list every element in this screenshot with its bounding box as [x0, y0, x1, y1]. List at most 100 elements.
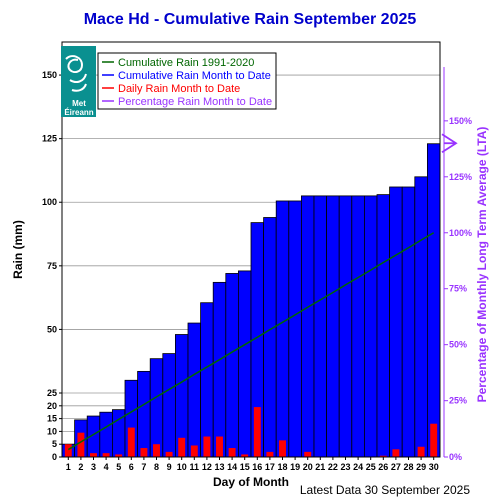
x-tick-label: 20	[303, 462, 313, 472]
y-tick-label: 100	[42, 197, 57, 207]
cumulative-bar	[376, 194, 391, 458]
x-tick-label: 4	[104, 462, 109, 472]
x-tick-label: 18	[277, 462, 287, 472]
cumulative-bar	[200, 302, 214, 458]
legend-entry: Cumulative Rain 1991-2020	[118, 57, 254, 69]
cumulative-bar	[351, 195, 365, 458]
cumulative-bar	[414, 176, 428, 458]
latest-data-footer: Latest Data 30 September 2025	[300, 483, 470, 497]
met-eireann-logo: Met Éireann	[61, 46, 96, 117]
x-tick-label: 24	[353, 462, 363, 472]
x-tick-label: 13	[214, 462, 224, 472]
cumulative-bar	[149, 358, 164, 458]
y-tick-label: 5	[52, 439, 57, 449]
cumulative-bar	[225, 273, 239, 458]
logo-text-line1: Met	[72, 99, 86, 108]
x-tick-label: 5	[116, 462, 121, 472]
y2-tick-label: 100%	[449, 228, 472, 238]
x-axis-ticks: 1 2 3 4 5 6 7 8 9 10 11 12 13 14 15 16 17 18 19 20 21 22 23 24 2…	[66, 457, 439, 472]
daily-bar	[266, 451, 274, 457]
x-tick-label: 22	[328, 462, 338, 472]
lta-line-group	[67, 232, 435, 451]
percentage-marker-group	[441, 133, 458, 153]
x-tick-label: 9	[167, 462, 172, 472]
y-tick-label: 20	[47, 401, 57, 411]
cumulative-bar	[313, 195, 328, 458]
y-tick-label: 150	[42, 70, 57, 80]
y2-axis-ticks: 0% 25% 50% 75% 100% 125% 150%	[443, 67, 472, 462]
daily-bar	[392, 449, 400, 457]
daily-bar	[115, 454, 123, 457]
x-tick-label: 7	[141, 462, 146, 472]
x-tick-label: 8	[154, 462, 159, 472]
daily-bar	[64, 444, 72, 457]
daily-bar	[228, 448, 236, 457]
y-tick-label: 125	[42, 134, 57, 144]
x-tick-label: 17	[265, 462, 275, 472]
x-tick-label: 16	[252, 462, 262, 472]
daily-bar	[90, 453, 97, 457]
y-tick-label: 0	[52, 452, 57, 462]
y2-tick-label: 75%	[449, 284, 467, 294]
logo-text-line2: Éireann	[64, 108, 93, 117]
y-tick-label: 10	[47, 426, 57, 436]
daily-bar	[279, 440, 286, 457]
x-tick-label: 12	[202, 462, 212, 472]
x-tick-label: 25	[366, 462, 376, 472]
cumulative-bar	[237, 270, 252, 458]
y2-tick-label: 150%	[449, 116, 472, 126]
x-tick-label: 6	[129, 462, 134, 472]
y-tick-label: 50	[47, 324, 57, 334]
y2-tick-label: 0%	[449, 452, 462, 462]
y-tick-label: 75	[47, 261, 57, 271]
cumulative-bar	[137, 370, 151, 458]
daily-bars	[64, 407, 438, 457]
daily-bar	[102, 453, 110, 457]
daily-bar	[178, 437, 186, 457]
legend-entry: Cumulative Rain Month to Date	[118, 70, 271, 82]
x-tick-label: 15	[240, 462, 250, 472]
x-tick-label: 10	[177, 462, 187, 472]
y-axis-label: Rain (mm)	[11, 220, 25, 279]
y2-tick-label: 25%	[449, 396, 467, 406]
lta-line	[67, 232, 435, 451]
cumulative-bar	[288, 200, 302, 458]
cumulative-bars	[61, 143, 441, 458]
x-tick-label: 30	[429, 462, 439, 472]
x-tick-label: 26	[378, 462, 388, 472]
cumulative-bar	[263, 217, 277, 458]
cumulative-bar	[363, 195, 378, 458]
x-tick-label: 21	[315, 462, 325, 472]
x-tick-label: 29	[416, 462, 426, 472]
daily-bar	[153, 444, 160, 457]
x-tick-label: 23	[340, 462, 350, 472]
daily-bar	[203, 436, 211, 457]
daily-bar	[190, 445, 198, 457]
x-tick-label: 11	[190, 462, 200, 472]
y-tick-label: 15	[47, 414, 57, 424]
swirl-icon	[65, 55, 87, 92]
daily-bar	[165, 451, 173, 457]
x-tick-label: 1	[66, 462, 71, 472]
legend-entry: Daily Rain Month to Date	[118, 83, 240, 95]
cumulative-bar	[212, 281, 227, 458]
cumulative-bar	[187, 322, 202, 458]
daily-bar	[304, 451, 312, 457]
y2-axis-label: Percentage of Monthly Long Term Average …	[475, 127, 489, 403]
daily-bar	[127, 427, 135, 457]
x-tick-label: 19	[290, 462, 300, 472]
daily-bar	[241, 454, 249, 457]
cumulative-bar	[389, 186, 403, 458]
x-tick-label: 14	[227, 462, 237, 472]
cumulative-bar	[300, 195, 315, 458]
cumulative-bar	[326, 195, 340, 458]
daily-bar	[430, 423, 438, 457]
y2-tick-label: 50%	[449, 340, 467, 350]
y-tick-label: 25	[47, 388, 57, 398]
x-axis-label: Day of Month	[213, 475, 289, 489]
daily-bar	[140, 448, 148, 457]
daily-bar	[77, 432, 85, 457]
x-tick-label: 28	[403, 462, 413, 472]
plot-frame	[61, 41, 441, 458]
